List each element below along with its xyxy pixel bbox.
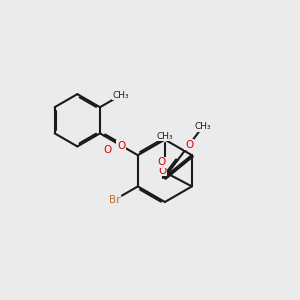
Text: O: O xyxy=(185,140,193,150)
Text: O: O xyxy=(103,146,111,155)
Text: CH₃: CH₃ xyxy=(194,122,211,131)
Text: CH₃: CH₃ xyxy=(156,132,173,141)
Text: O: O xyxy=(158,166,166,176)
Text: O: O xyxy=(117,140,125,151)
Text: CH₃: CH₃ xyxy=(113,91,129,100)
Text: Br: Br xyxy=(109,195,120,205)
Text: O: O xyxy=(158,157,166,167)
